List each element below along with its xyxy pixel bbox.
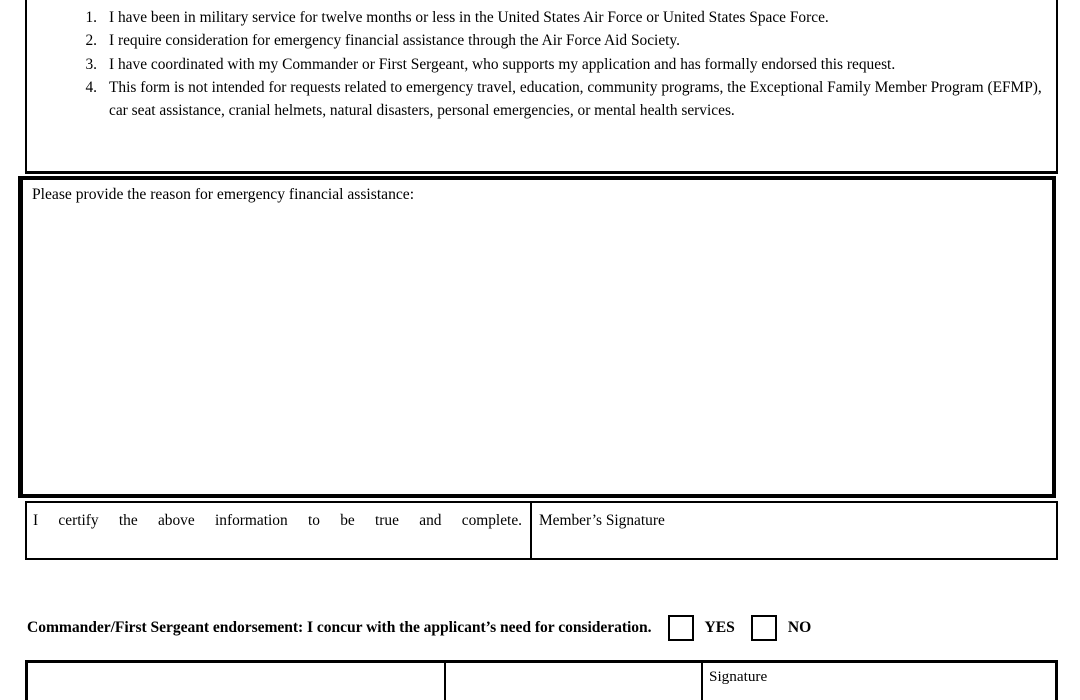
list-item-text: I have been in military service for twel… (109, 9, 829, 26)
member-statements-box: 1. I have been in military service for t… (25, 0, 1058, 174)
endorsement-yes-checkbox[interactable] (667, 615, 694, 641)
list-item-number: 3. (85, 55, 97, 73)
member-signature-cell[interactable]: Member’s Signature (532, 503, 1056, 558)
commander-endorsement-text: Commander/First Sergeant endorsement: I … (27, 619, 652, 636)
certification-row: I certify the above information to be tr… (25, 501, 1058, 560)
reason-for-assistance-input[interactable] (23, 212, 1052, 494)
endorser-rank-cell[interactable] (446, 663, 703, 700)
endorsement-yes-label: YES (704, 619, 735, 636)
member-statements-list: 1. I have been in military service for t… (61, 6, 1046, 122)
list-item: 1. I have been in military service for t… (61, 6, 1046, 29)
list-item: 3. I have coordinated with my Commander … (61, 53, 1046, 76)
list-item-text: I require consideration for emergency fi… (109, 32, 680, 50)
member-signature-label: Member’s Signature (539, 512, 665, 529)
endorser-signature-cell[interactable]: Signature (703, 663, 1055, 700)
endorsement-no-checkbox[interactable] (750, 615, 777, 641)
list-item-number: 4. (85, 78, 97, 96)
reason-for-assistance-box[interactable]: Please provide the reason for emergency … (18, 176, 1056, 498)
list-item-text: This form is not intended for requests r… (109, 78, 1042, 120)
list-item-number: 1. (85, 9, 97, 26)
commander-endorsement-line: Commander/First Sergeant endorsement: I … (0, 613, 1080, 643)
endorser-signature-label: Signature (709, 668, 768, 685)
certification-statement-cell: I certify the above information to be tr… (27, 503, 532, 558)
endorser-table: Signature (25, 660, 1058, 700)
endorsement-no-label: NO (787, 619, 812, 636)
certification-statement-text: I certify the above information to be tr… (33, 512, 522, 529)
reason-for-assistance-label: Please provide the reason for emergency … (32, 186, 415, 203)
endorser-name-cell[interactable] (28, 663, 446, 700)
list-item-text: I have coordinated with my Commander or … (109, 55, 896, 73)
list-item: 2. I require consideration for emergency… (61, 29, 1046, 52)
list-item-number: 2. (85, 32, 97, 50)
list-item: 4. This form is not intended for request… (61, 76, 1046, 123)
